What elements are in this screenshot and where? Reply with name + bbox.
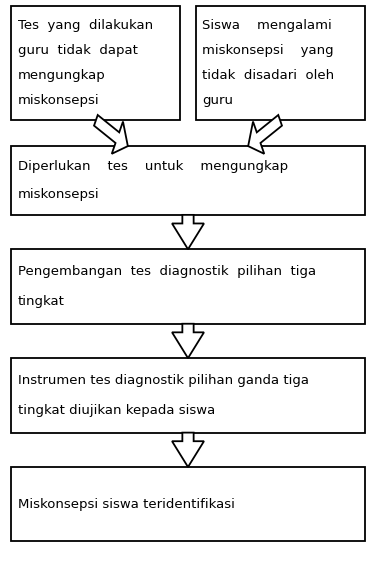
Text: miskonsepsi: miskonsepsi (18, 188, 100, 201)
Text: tidak  disadari  oleh: tidak disadari oleh (202, 69, 334, 82)
Bar (11, 249, 365, 324)
Text: guru  tidak  dapat: guru tidak dapat (18, 44, 138, 57)
Text: Siswa    mengalami: Siswa mengalami (202, 19, 332, 32)
Text: Instrumen tes diagnostik pilihan ganda tiga: Instrumen tes diagnostik pilihan ganda t… (18, 374, 309, 387)
Text: mengungkap: mengungkap (18, 69, 106, 82)
Bar (11, 358, 365, 433)
Polygon shape (172, 324, 204, 358)
Text: tingkat: tingkat (18, 295, 65, 308)
Bar (196, 6, 365, 120)
Text: Pengembangan  tes  diagnostik  pilihan  tiga: Pengembangan tes diagnostik pilihan tiga (18, 265, 316, 278)
Text: Tes  yang  dilakukan: Tes yang dilakukan (18, 19, 153, 32)
Bar (11, 467, 365, 541)
Polygon shape (172, 215, 204, 249)
Text: miskonsepsi    yang: miskonsepsi yang (202, 44, 334, 57)
Bar (11, 6, 180, 120)
Polygon shape (94, 115, 128, 154)
Text: Diperlukan    tes    untuk    mengungkap: Diperlukan tes untuk mengungkap (18, 160, 288, 173)
Text: Miskonsepsi siswa teridentifikasi: Miskonsepsi siswa teridentifikasi (18, 498, 235, 511)
Bar (11, 146, 365, 215)
Polygon shape (248, 115, 282, 154)
Text: miskonsepsi: miskonsepsi (18, 95, 100, 107)
Text: tingkat diujikan kepada siswa: tingkat diujikan kepada siswa (18, 404, 215, 417)
Polygon shape (172, 433, 204, 467)
Text: guru: guru (202, 95, 233, 107)
